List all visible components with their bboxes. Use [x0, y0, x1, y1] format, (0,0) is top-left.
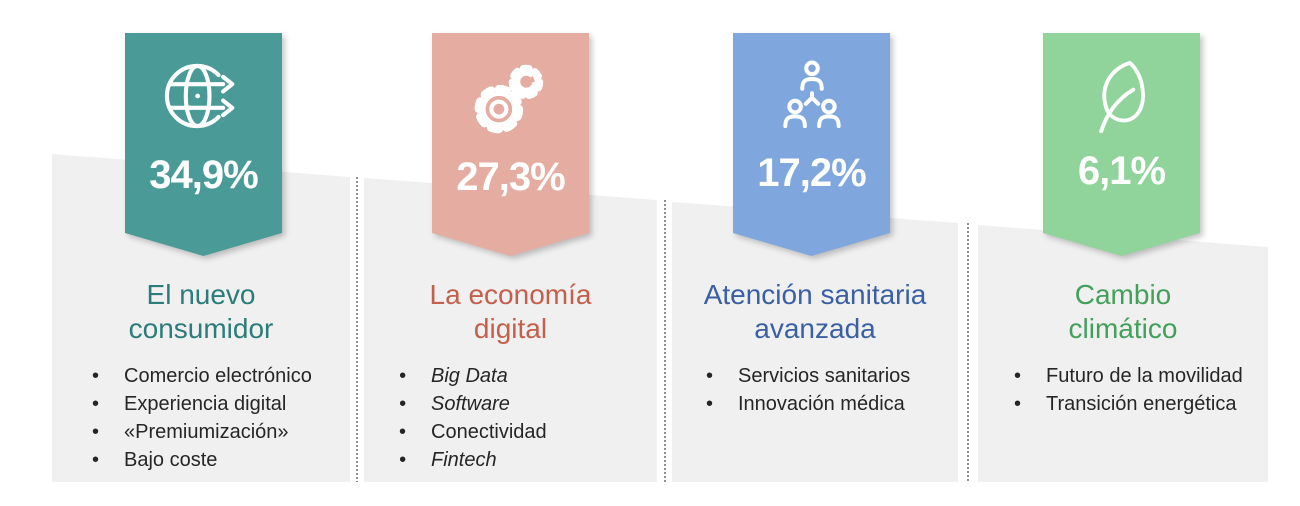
leaf-icon: [1098, 60, 1145, 133]
bullet-item: Big Data: [395, 362, 547, 390]
ribbon-shape: 6,1%: [1043, 33, 1200, 256]
ribbon-shape: 27,3%: [432, 33, 589, 256]
percent-value: 17,2%: [757, 151, 866, 195]
bullet-item: Servicios sanitarios: [702, 362, 910, 390]
title-line: Cambio: [1074, 279, 1172, 310]
org-people-icon: [782, 60, 841, 129]
bullet-list-cambio-climatico: Futuro de la movilidad Transición energé…: [1010, 362, 1243, 418]
ribbon-shape: 34,9%: [125, 33, 282, 256]
title-line: avanzada: [754, 313, 876, 344]
globe-arrows-icon: [164, 63, 234, 129]
bullet-list-economia-digital: Big Data Software Conectividad Fintech: [395, 362, 547, 474]
bullet-item: Fintech: [395, 446, 547, 474]
bullet-list-atencion-sanitaria: Servicios sanitarios Innovación médica: [702, 362, 910, 418]
percent-value: 27,3%: [456, 155, 565, 199]
ribbon-shape: 17,2%: [733, 33, 890, 256]
title-line: digital: [473, 313, 548, 344]
title-line: climático: [1068, 313, 1178, 344]
dotted-separator-3: [967, 223, 969, 482]
percent-value: 6,1%: [1077, 149, 1166, 193]
bullet-item: Experiencia digital: [88, 390, 312, 418]
bullet-list-nuevo-consumidor: Comercio electrónico Experiencia digital…: [88, 362, 312, 474]
ribbon-banner-nuevo-consumidor: 34,9%: [125, 33, 282, 256]
ribbon-banner-economia-digital: 27,3%: [432, 33, 589, 256]
title-line: consumidor: [128, 313, 274, 344]
bullet-item: Bajo coste: [88, 446, 312, 474]
dotted-separator-2: [664, 200, 666, 482]
bullet-item: Software: [395, 390, 547, 418]
bullet-item: Conectividad: [395, 418, 547, 446]
bullet-item: «Premiumización»: [88, 418, 312, 446]
gears-icon: [474, 64, 543, 134]
column-title-atencion-sanitaria: Atención sanitaria avanzada: [672, 278, 958, 346]
bullet-item: Comercio electrónico: [88, 362, 312, 390]
column-title-cambio-climatico: Cambio climático: [978, 278, 1268, 346]
title-line: Atención sanitaria: [703, 279, 927, 310]
title-line: La economía: [429, 279, 592, 310]
panel-cambio-climatico: [978, 225, 1268, 482]
bullet-item: Futuro de la movilidad: [1010, 362, 1243, 390]
percent-value: 34,9%: [149, 153, 258, 197]
ribbon-banner-atencion-sanitaria: 17,2%: [733, 33, 890, 256]
column-title-economia-digital: La economía digital: [364, 278, 657, 346]
bullet-item: Innovación médica: [702, 390, 910, 418]
title-line: El nuevo: [146, 279, 256, 310]
column-title-nuevo-consumidor: El nuevo consumidor: [52, 278, 350, 346]
bullet-item: Transición energética: [1010, 390, 1243, 418]
dotted-separator-1: [356, 177, 358, 482]
ribbon-banner-cambio-climatico: 6,1%: [1043, 33, 1200, 256]
